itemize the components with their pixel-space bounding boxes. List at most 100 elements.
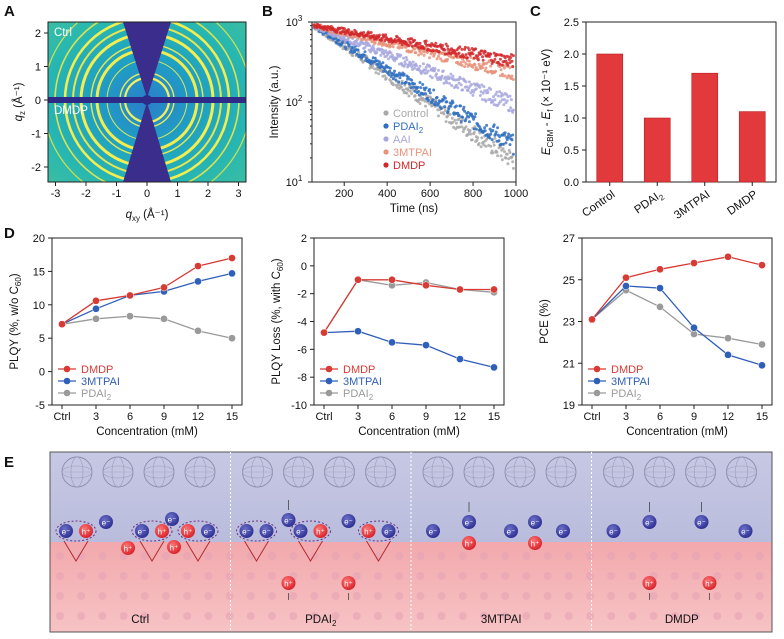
carrier-symbol: h⁺ [316, 528, 325, 537]
lattice-dot [331, 552, 340, 560]
carrier-ball [201, 524, 215, 538]
lattice-dot [501, 612, 510, 620]
ylabel-main: PCE (%) [539, 299, 551, 344]
carrier-ball [341, 576, 356, 590]
fullerene-icon [242, 456, 273, 488]
lattice-dot [98, 612, 107, 620]
decay-point [506, 162, 510, 166]
decay-point [505, 93, 509, 97]
exciton-pair [177, 520, 219, 542]
section-label-text: Ctrl [131, 614, 149, 626]
lattice-dot [755, 572, 764, 580]
decay-point [483, 50, 487, 54]
y-tick-label: 27 [563, 233, 575, 245]
beamstop-bottom [123, 102, 171, 182]
x-tick-label: 200 [335, 188, 353, 200]
lattice-dot [77, 572, 86, 580]
lattice-dot [713, 552, 722, 560]
decay-point [434, 100, 438, 104]
hole-icon: h⁺ [702, 576, 717, 590]
decay-point [446, 114, 449, 118]
section-label-sub: 2 [332, 619, 337, 628]
series-line [591, 256, 763, 320]
decay-point [495, 150, 499, 154]
lattice-dot [713, 572, 722, 580]
decay-point [384, 69, 388, 73]
decay-point [504, 156, 508, 160]
data-point [490, 285, 498, 294]
decay-point [424, 104, 427, 108]
lattice-dot [183, 612, 192, 620]
trap-well [63, 540, 89, 562]
decay-point [501, 93, 505, 97]
lattice-dot [56, 552, 64, 560]
data-point [92, 304, 100, 313]
fullerene-icon [324, 456, 355, 488]
carrier-symbol: h⁺ [645, 580, 654, 589]
decay-point [508, 151, 512, 155]
data-point [456, 285, 464, 294]
panel-c-plot: Control PDAI2 3MTPAI DMDP 0.0 0.5 1.0 1.5 2.0 2.5… [541, 17, 777, 222]
decay-point [413, 47, 416, 51]
section-label: PDAI2 [305, 614, 337, 628]
x-tick-label: 15 [756, 411, 768, 423]
decay-point [437, 102, 440, 105]
decay-point [463, 109, 467, 113]
x-category-label: PDAI2 [632, 188, 666, 218]
carrier-symbol: e⁻ [531, 519, 540, 528]
panel-c-frame [585, 21, 777, 183]
decay-point [474, 87, 478, 91]
y-tick-label: 0 [39, 367, 45, 379]
decay-point [460, 63, 464, 67]
lattice-dot [162, 552, 170, 560]
decay-point [476, 58, 480, 62]
decay-point [476, 136, 480, 140]
section-label-text: 3MTPAI [481, 614, 522, 626]
decay-point [416, 85, 420, 89]
decay-series-pdai [312, 22, 515, 156]
y-tick-label: -2 [297, 289, 307, 301]
carrier-ball [642, 515, 657, 529]
decay-point [475, 138, 479, 142]
decay-point [413, 94, 417, 98]
decay-point [499, 68, 503, 72]
ylabel-end: ) [271, 258, 283, 262]
decay-point [415, 64, 418, 68]
decay-point [418, 102, 422, 105]
decay-point [424, 92, 427, 96]
y-tick-base: 10 [286, 177, 298, 189]
bar-3mtpai [691, 72, 719, 183]
lattice-dot [289, 552, 298, 560]
data-point [758, 361, 766, 370]
ylabel-main: PLQY (%, w/o C [9, 286, 21, 370]
exciton-pair [358, 520, 399, 542]
lattice-dot [670, 552, 679, 560]
decay-point [437, 114, 440, 118]
carrier-symbol: e⁻ [284, 517, 293, 526]
y-tick-label: 0 [35, 95, 41, 107]
panel-b-letter: B [262, 3, 273, 20]
lattice-dot [437, 572, 446, 580]
decay-point [410, 44, 414, 48]
ylabel-e: E [541, 147, 553, 155]
panel-c-ylabel: ECBM - Ef (× 10⁻¹ eV) [541, 49, 555, 155]
decay-point [413, 66, 416, 70]
lattice-dot [480, 572, 488, 580]
lattice-dot [225, 572, 234, 580]
electron-icon: e⁻ [694, 515, 709, 529]
decay-point [446, 58, 449, 61]
decay-point [428, 65, 432, 68]
lattice-dot [268, 552, 276, 560]
lattice-dot [162, 592, 170, 600]
panel-c: C Control PDAI2 3MTPAI DMDP 0.0 0.5 1.0 1.5 2.0 2… [530, 3, 777, 222]
x-tick-label: Ctrl [583, 411, 600, 423]
category-name: DMDP [725, 188, 760, 217]
lattice-dot [352, 592, 361, 600]
carrier-ball [426, 524, 440, 538]
lattice-dot [140, 592, 149, 600]
carrier-ball [59, 524, 73, 538]
data-point [354, 327, 362, 336]
decay-point [460, 125, 464, 129]
